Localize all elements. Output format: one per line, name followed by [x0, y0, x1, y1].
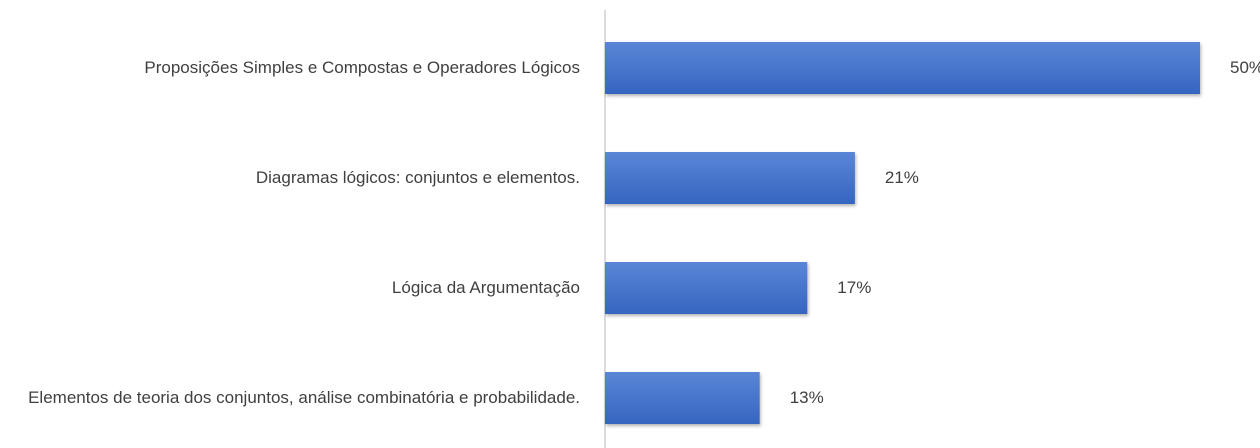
value-label: 13%: [789, 388, 824, 407]
category-label: Lógica da Argumentação: [391, 278, 580, 297]
category-label: Diagramas lógicos: conjuntos e elementos…: [255, 168, 580, 187]
value-label: 21%: [884, 168, 919, 187]
bar: [605, 42, 1200, 94]
category-label: Proposições Simples e Compostas e Operad…: [144, 58, 580, 77]
bar: [605, 372, 760, 424]
bar: [605, 152, 855, 204]
value-label: 17%: [837, 278, 872, 297]
value-label: 50%: [1230, 58, 1260, 77]
category-label: Elementos de teoria dos conjuntos, análi…: [28, 388, 580, 407]
bar: [605, 262, 808, 314]
